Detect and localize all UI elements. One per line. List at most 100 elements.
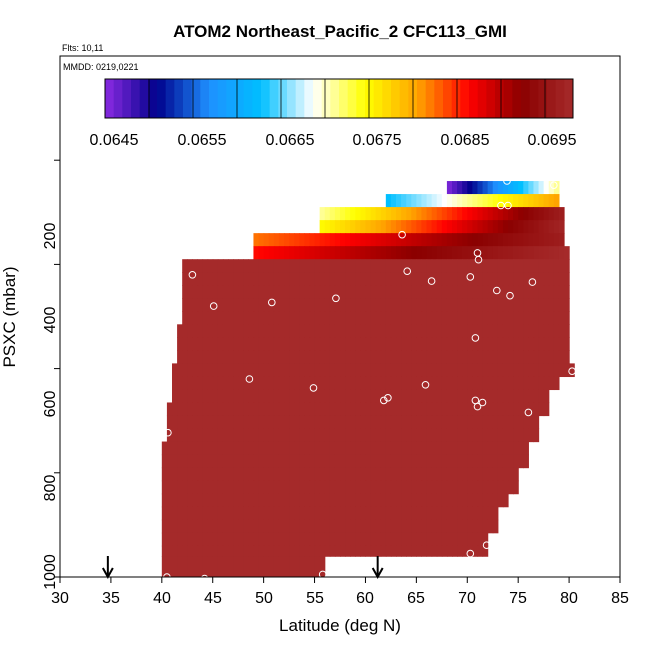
heatmap-cell bbox=[273, 506, 280, 521]
heatmap-cell bbox=[477, 246, 484, 260]
heatmap-cell bbox=[518, 428, 524, 443]
heatmap-cell bbox=[502, 415, 509, 430]
heatmap-cell bbox=[482, 402, 489, 417]
heatmap-cell bbox=[421, 428, 428, 443]
heatmap-cell bbox=[319, 246, 326, 260]
heatmap-cell bbox=[370, 389, 377, 404]
heatmap-cell bbox=[345, 233, 351, 247]
heatmap-cell bbox=[217, 467, 224, 482]
x-axis-label: Latitude (deg N) bbox=[279, 616, 401, 635]
heatmap-cell bbox=[258, 246, 265, 260]
colorbar-swatch bbox=[330, 79, 340, 118]
heatmap-cell bbox=[426, 506, 433, 521]
heatmap-cell bbox=[411, 506, 417, 521]
heatmap-cell bbox=[487, 207, 494, 221]
heatmap-cell bbox=[396, 467, 402, 482]
heatmap-cell bbox=[319, 441, 326, 456]
heatmap-cell bbox=[472, 194, 479, 208]
heatmap-cell bbox=[538, 207, 545, 221]
heatmap-cell bbox=[431, 506, 438, 521]
heatmap-cell bbox=[421, 441, 428, 456]
heatmap-cell bbox=[212, 259, 219, 273]
heatmap-cell bbox=[228, 545, 234, 557]
heatmap-cell bbox=[548, 194, 555, 208]
heatmap-cell bbox=[248, 506, 255, 521]
heatmap-cell bbox=[166, 532, 173, 547]
heatmap-cell bbox=[334, 480, 341, 495]
heatmap-cell bbox=[396, 311, 402, 325]
heatmap-cell bbox=[406, 519, 412, 534]
heatmap-cell bbox=[421, 506, 428, 521]
heatmap-cell bbox=[329, 454, 336, 469]
heatmap-cell bbox=[360, 545, 367, 557]
heatmap-cell bbox=[182, 402, 188, 417]
colorbar-swatch bbox=[183, 79, 193, 118]
heatmap-cell bbox=[278, 545, 285, 557]
observation-point bbox=[482, 541, 491, 550]
heatmap-cell bbox=[278, 454, 285, 469]
heatmap-cell bbox=[548, 285, 555, 299]
colorbar-swatch bbox=[122, 79, 132, 118]
heatmap-cell bbox=[207, 389, 214, 404]
colorbar-swatch bbox=[278, 79, 288, 118]
heatmap-cell bbox=[533, 246, 540, 260]
heatmap-cell bbox=[197, 363, 204, 378]
heatmap-cell bbox=[396, 493, 402, 508]
heatmap-cell bbox=[273, 246, 280, 260]
heatmap-cell bbox=[385, 467, 392, 482]
heatmap-cell bbox=[177, 506, 183, 521]
heatmap-cell bbox=[217, 337, 224, 351]
heatmap-cell bbox=[564, 259, 570, 273]
y-axis: 200 400 600 800 1000 PSXC (mbar) bbox=[0, 56, 61, 590]
heatmap-cell bbox=[319, 415, 326, 430]
heatmap-cell bbox=[324, 324, 331, 338]
heatmap-cell bbox=[187, 493, 193, 508]
heatmap-cell bbox=[436, 454, 443, 469]
heatmap-cell bbox=[487, 441, 494, 456]
heatmap-cell bbox=[253, 428, 260, 443]
heatmap-cell bbox=[487, 220, 494, 234]
heatmap-cell bbox=[533, 428, 540, 443]
heatmap-cell bbox=[289, 519, 295, 534]
heatmap-cell bbox=[416, 519, 423, 534]
heatmap-cell bbox=[222, 259, 229, 273]
heatmap-cell bbox=[523, 337, 529, 351]
heatmap-cell bbox=[508, 246, 514, 260]
heatmap-cell bbox=[243, 519, 249, 534]
heatmap-cell bbox=[436, 506, 443, 521]
heatmap-cell bbox=[253, 324, 260, 338]
heatmap-cell bbox=[497, 220, 504, 234]
heatmap-cell bbox=[172, 376, 178, 391]
colorbar-swatch bbox=[131, 79, 141, 118]
heatmap-cell bbox=[324, 246, 331, 260]
heatmap-cell bbox=[553, 337, 560, 351]
heatmap-cell bbox=[217, 441, 224, 456]
colorbar-swatch bbox=[382, 79, 392, 118]
heatmap-cell bbox=[487, 415, 494, 430]
heatmap-cell bbox=[329, 428, 336, 443]
heatmap-cell bbox=[426, 337, 433, 351]
heatmap-cell bbox=[370, 207, 377, 221]
heatmap-cell bbox=[497, 493, 504, 508]
heatmap-cell bbox=[187, 519, 193, 534]
heatmap-cell bbox=[441, 506, 448, 521]
heatmap-cell bbox=[370, 519, 377, 534]
heatmap-cell bbox=[426, 259, 433, 273]
heatmap-cell bbox=[212, 324, 219, 338]
heatmap-cell bbox=[452, 324, 458, 338]
heatmap-cell bbox=[467, 259, 473, 273]
heatmap-cell bbox=[553, 272, 560, 286]
heatmap-cell bbox=[380, 285, 387, 299]
heatmap-cell bbox=[380, 363, 387, 378]
observation-point bbox=[427, 277, 436, 285]
heatmap-cell bbox=[462, 506, 468, 521]
heatmap-cell bbox=[472, 181, 479, 195]
heatmap-cell bbox=[284, 311, 290, 325]
heatmap-cell bbox=[284, 402, 290, 417]
heatmap-cell bbox=[457, 467, 463, 482]
heatmap-cell bbox=[212, 272, 219, 286]
heatmap-cell bbox=[457, 181, 463, 195]
heatmap-cell bbox=[217, 259, 224, 273]
heatmap-cell bbox=[497, 246, 504, 260]
heatmap-cell bbox=[431, 337, 438, 351]
